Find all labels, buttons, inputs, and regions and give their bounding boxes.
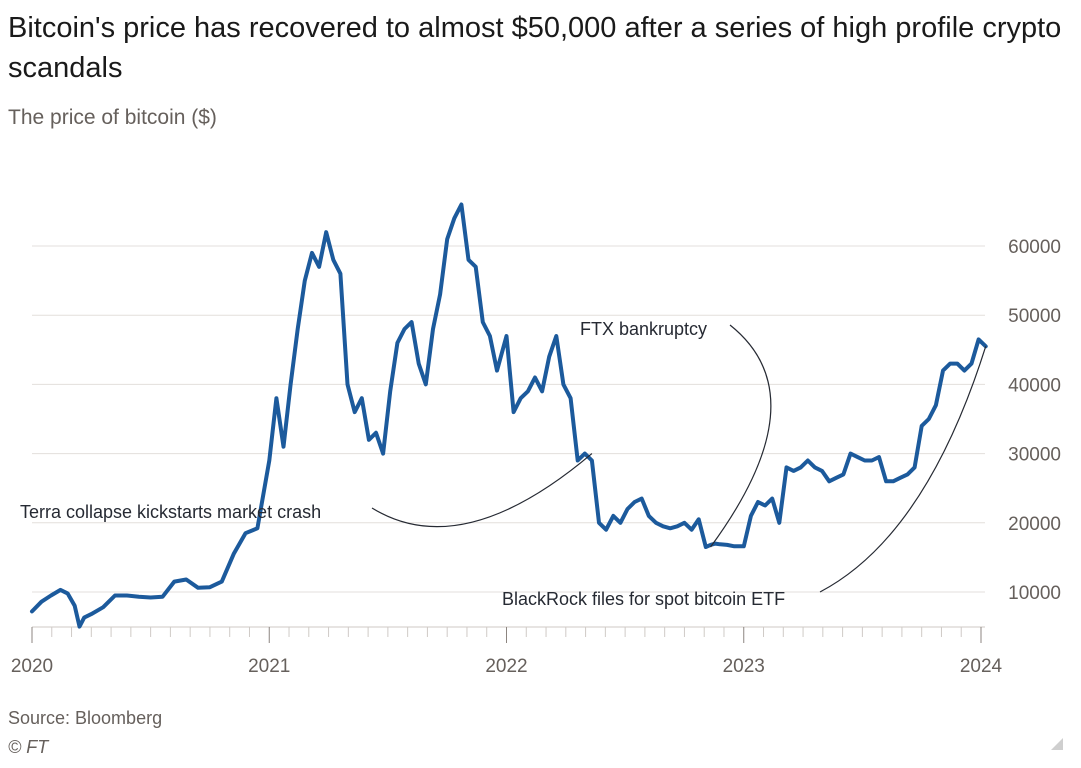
bitcoin-price-chart: 2020 2021 2022 2023 2024 10000 20000 30000 4000… (11, 202, 1061, 677)
y-tick-label-60000: 60000 (1008, 237, 1061, 258)
annotation-ftx: FTX bankruptcy (580, 319, 707, 339)
x-tick-label-2022: 2022 (485, 656, 527, 677)
annotation-connector-blackrock (819, 346, 987, 593)
source-note: Source: Bloomberg (8, 708, 163, 728)
annotation-terra: Terra collapse kickstarts market crash (20, 502, 321, 522)
resize-handle-icon (1051, 738, 1063, 750)
y-tick-label-10000: 10000 (1008, 583, 1061, 604)
gridlines (32, 245, 985, 593)
y-tick-label-40000: 40000 (1008, 375, 1061, 396)
y-axis: 10000 20000 30000 40000 50000 60000 (1008, 237, 1061, 604)
copyright-note: © FT (8, 737, 49, 757)
x-tick-label-2020: 2020 (11, 656, 53, 677)
x-tick-label-2023: 2023 (723, 656, 765, 677)
y-tick-label-50000: 50000 (1008, 306, 1061, 327)
annotation-connector-terra (371, 453, 593, 528)
annotations: Terra collapse kickstarts market crash FT… (20, 319, 987, 609)
annotation-connector-ftx (710, 324, 772, 548)
y-tick-label-30000: 30000 (1008, 445, 1061, 466)
annotation-blackrock: BlackRock files for spot bitcoin ETF (502, 589, 785, 609)
y-tick-label-20000: 20000 (1008, 514, 1061, 535)
series-group (30, 202, 988, 629)
price-series-line (30, 202, 988, 629)
chart-subtitle: The price of bitcoin ($) (8, 106, 217, 129)
x-axis: 2020 2021 2022 2023 2024 (11, 626, 1003, 677)
chart-title: Bitcoin's price has recovered to almost … (8, 12, 1062, 84)
x-tick-label-2024: 2024 (960, 656, 1003, 677)
x-tick-label-2021: 2021 (248, 656, 290, 677)
